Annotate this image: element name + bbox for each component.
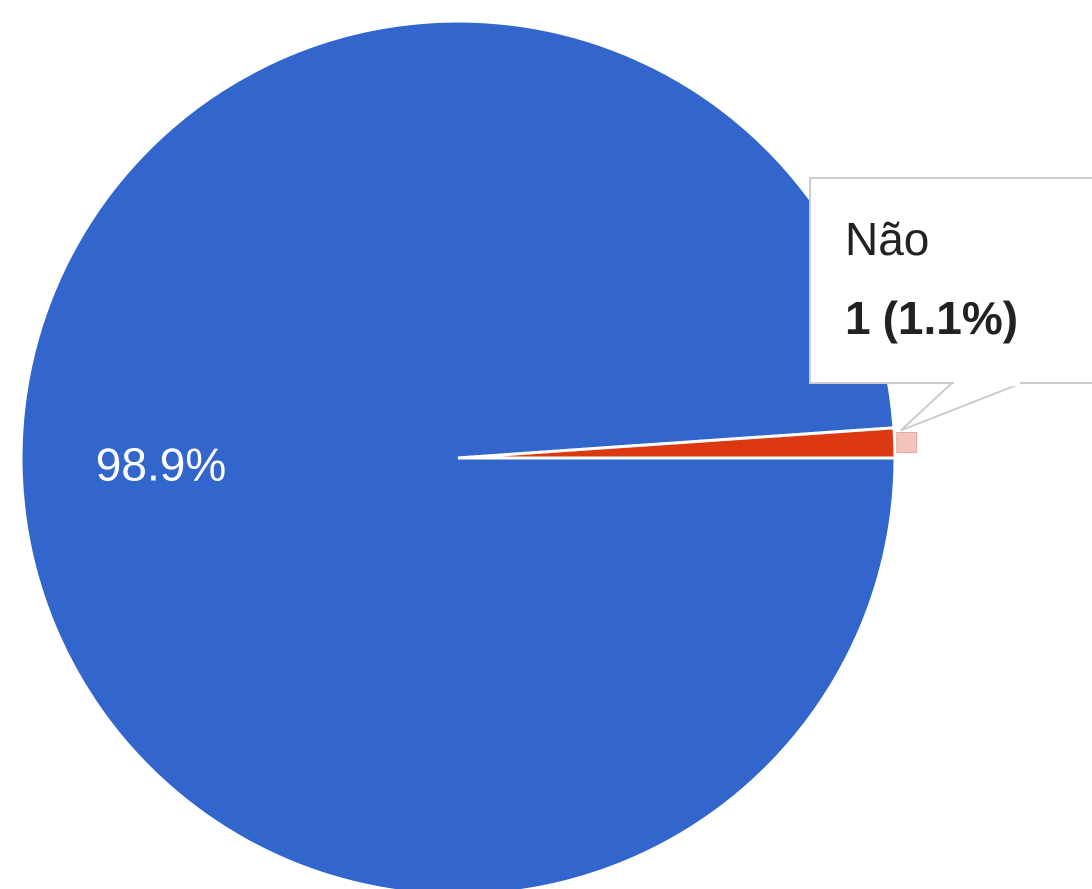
tooltip-gap: [954, 380, 1020, 386]
tooltip-category: Não: [845, 213, 929, 265]
pie-slice: [457, 426, 897, 460]
pie: [19, 19, 897, 889]
tooltip-percent: (1.1%): [883, 292, 1018, 344]
tooltip-highlight: [896, 431, 918, 453]
slice-label: 98.9%: [96, 438, 226, 490]
slice-labels: 98.9%: [96, 438, 226, 490]
tooltip-value: 1 (1.1%): [845, 292, 1018, 344]
tooltip-count: 1: [845, 292, 871, 344]
tooltip-box: [809, 177, 1092, 384]
pie-slice: [19, 19, 897, 889]
tooltip-pointer: [900, 382, 1023, 432]
tooltip: Não 1 (1.1%): [809, 177, 1092, 453]
